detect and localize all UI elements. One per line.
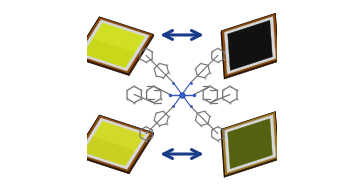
Polygon shape [75,57,129,76]
Polygon shape [224,16,276,74]
Polygon shape [75,115,100,156]
Polygon shape [75,17,100,58]
Polygon shape [228,119,272,169]
Polygon shape [221,13,278,77]
Polygon shape [275,112,278,160]
Polygon shape [224,158,278,177]
Polygon shape [83,23,145,68]
Polygon shape [221,112,278,176]
Polygon shape [228,20,272,70]
Polygon shape [92,121,146,151]
Polygon shape [75,115,153,172]
Polygon shape [83,121,145,166]
Polygon shape [224,60,278,79]
Polygon shape [75,155,129,174]
Polygon shape [79,20,149,71]
Polygon shape [75,17,153,74]
Polygon shape [224,115,276,173]
Polygon shape [275,13,278,62]
Polygon shape [221,129,225,177]
Polygon shape [128,132,154,174]
Polygon shape [221,31,225,79]
Polygon shape [79,118,149,169]
Polygon shape [92,22,146,52]
Polygon shape [128,34,154,76]
